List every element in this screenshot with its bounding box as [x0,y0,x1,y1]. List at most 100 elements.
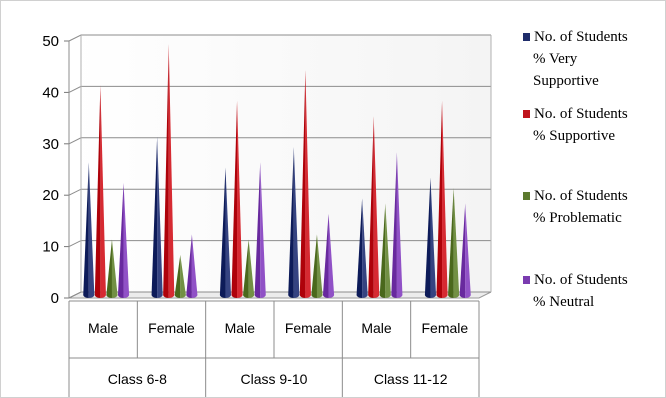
legend-label-line-1: No. of Students [534,272,628,288]
cone-right-face [237,100,243,299]
x-tick-label-6: Female [421,320,468,336]
group-label-2: Class 9-10 [241,371,308,387]
cone-right-face [100,85,106,298]
cone-left-face [288,146,294,298]
cone-series2-cat6 [436,100,448,299]
legend-label-line-2: % Problematic [533,210,622,226]
cone-left-face [117,182,124,298]
y-tick-label-30: 30 [42,136,59,153]
legend-label-line-2: % Very [533,51,578,67]
cone-right-face [328,213,335,298]
cone-left-face [424,177,431,298]
cone-series2-cat4 [299,69,311,298]
cone-series1-cat3 [219,167,232,298]
cone-right-face [373,116,380,298]
cone-left-face [219,167,226,298]
group-label-3: Class 11-12 [374,371,448,387]
legend-label-line-3: Supportive [533,73,599,89]
cone-left-face [243,239,249,298]
legend-item-3: No. of Students % Problematic [523,188,628,226]
cone-series1-cat1 [83,162,95,298]
cone-series3-cat4 [311,234,323,298]
cone-left-face [448,188,454,298]
y-tick-label-40: 40 [42,84,59,101]
cone-left-face [151,136,158,298]
cone-left-face [299,69,306,298]
cone-right-face [225,167,232,298]
cone-right-face [396,152,403,298]
cone-right-face [88,162,95,298]
cone-right-face [293,146,300,298]
cone-series3-cat3 [243,239,255,298]
legend-label-line-1: No. of Students [534,106,628,122]
cone-right-face [362,198,368,298]
cone-left-face [163,44,169,298]
legend-item-4: No. of Students % Neutral [523,272,628,310]
cone-series4-cat4 [322,213,335,298]
cone-left-face [436,100,443,299]
legend-label-line-2: % Neutral [533,294,594,310]
cone-series1-cat4 [288,146,300,298]
y-tick-label-10: 10 [42,239,59,256]
cone-left-face [83,162,89,298]
cone-right-face [123,182,130,298]
cone-series2-cat2 [163,44,175,298]
cone-right-face [111,239,118,298]
legend: No. of Students % Very Supportive No. of St… [523,29,628,310]
cone-series3-cat1 [106,239,118,298]
cone-right-face [260,162,266,298]
cone-left-face [368,116,374,298]
cone-left-face [391,152,397,298]
cone-series2-cat3 [231,100,243,299]
legend-swatch [523,110,530,118]
cone-left-face [379,203,386,298]
cone-right-face [248,239,255,298]
cone-series4-cat1 [117,182,130,298]
cone-right-face [305,69,311,298]
x-tick-label-5: Male [361,320,392,336]
cone-left-face [459,203,466,298]
data-cones [83,44,471,299]
cone-right-face [180,254,186,298]
cone-right-face [453,188,460,298]
cone-right-face [316,234,323,298]
cone-series1-cat2 [151,136,163,298]
legend-label-line-1: No. of Students [534,188,628,204]
x-tick-label-1: Male [88,320,119,336]
cone-left-face [254,162,261,298]
cone-series1-cat6 [424,177,437,298]
category-axis-table: Male Female Male Female Male Female Class 6-8 C… [68,300,480,397]
cone-right-face [157,136,163,298]
legend-swatch [523,276,530,284]
x-tick-label-2: Female [148,320,195,336]
axes: 0 10 20 30 40 50 [42,33,492,307]
cone-series1-cat5 [356,198,368,298]
x-tick-label-4: Female [285,320,332,336]
legend-item-1: No. of Students % Very Supportive [523,29,628,89]
legend-swatch [523,33,530,41]
cone-series3-cat5 [379,203,391,298]
cone-right-face [385,203,391,298]
cone-left-face [174,254,181,298]
cone-series3-cat6 [448,188,460,298]
group-label-1: Class 6-8 [108,371,167,387]
cone-series4-cat3 [254,162,266,298]
legend-swatch [523,192,530,200]
cone-left-face [94,85,101,298]
cone-series4-cat2 [186,234,198,298]
cone-series2-cat5 [368,116,380,298]
cone-left-face [106,239,112,298]
legend-label-line-2: % Supportive [533,128,615,144]
cone-right-face [442,100,448,299]
x-tick-label-3: Male [225,320,256,336]
cone-series4-cat5 [391,152,403,298]
y-tick-label-50: 50 [42,33,59,50]
cone-right-face [465,203,471,298]
cone-left-face [186,234,192,298]
cone-series4-cat6 [459,203,471,298]
cone-series2-cat1 [94,85,106,298]
cone-series3-cat2 [174,254,186,298]
y-tick-label-0: 0 [51,290,59,307]
